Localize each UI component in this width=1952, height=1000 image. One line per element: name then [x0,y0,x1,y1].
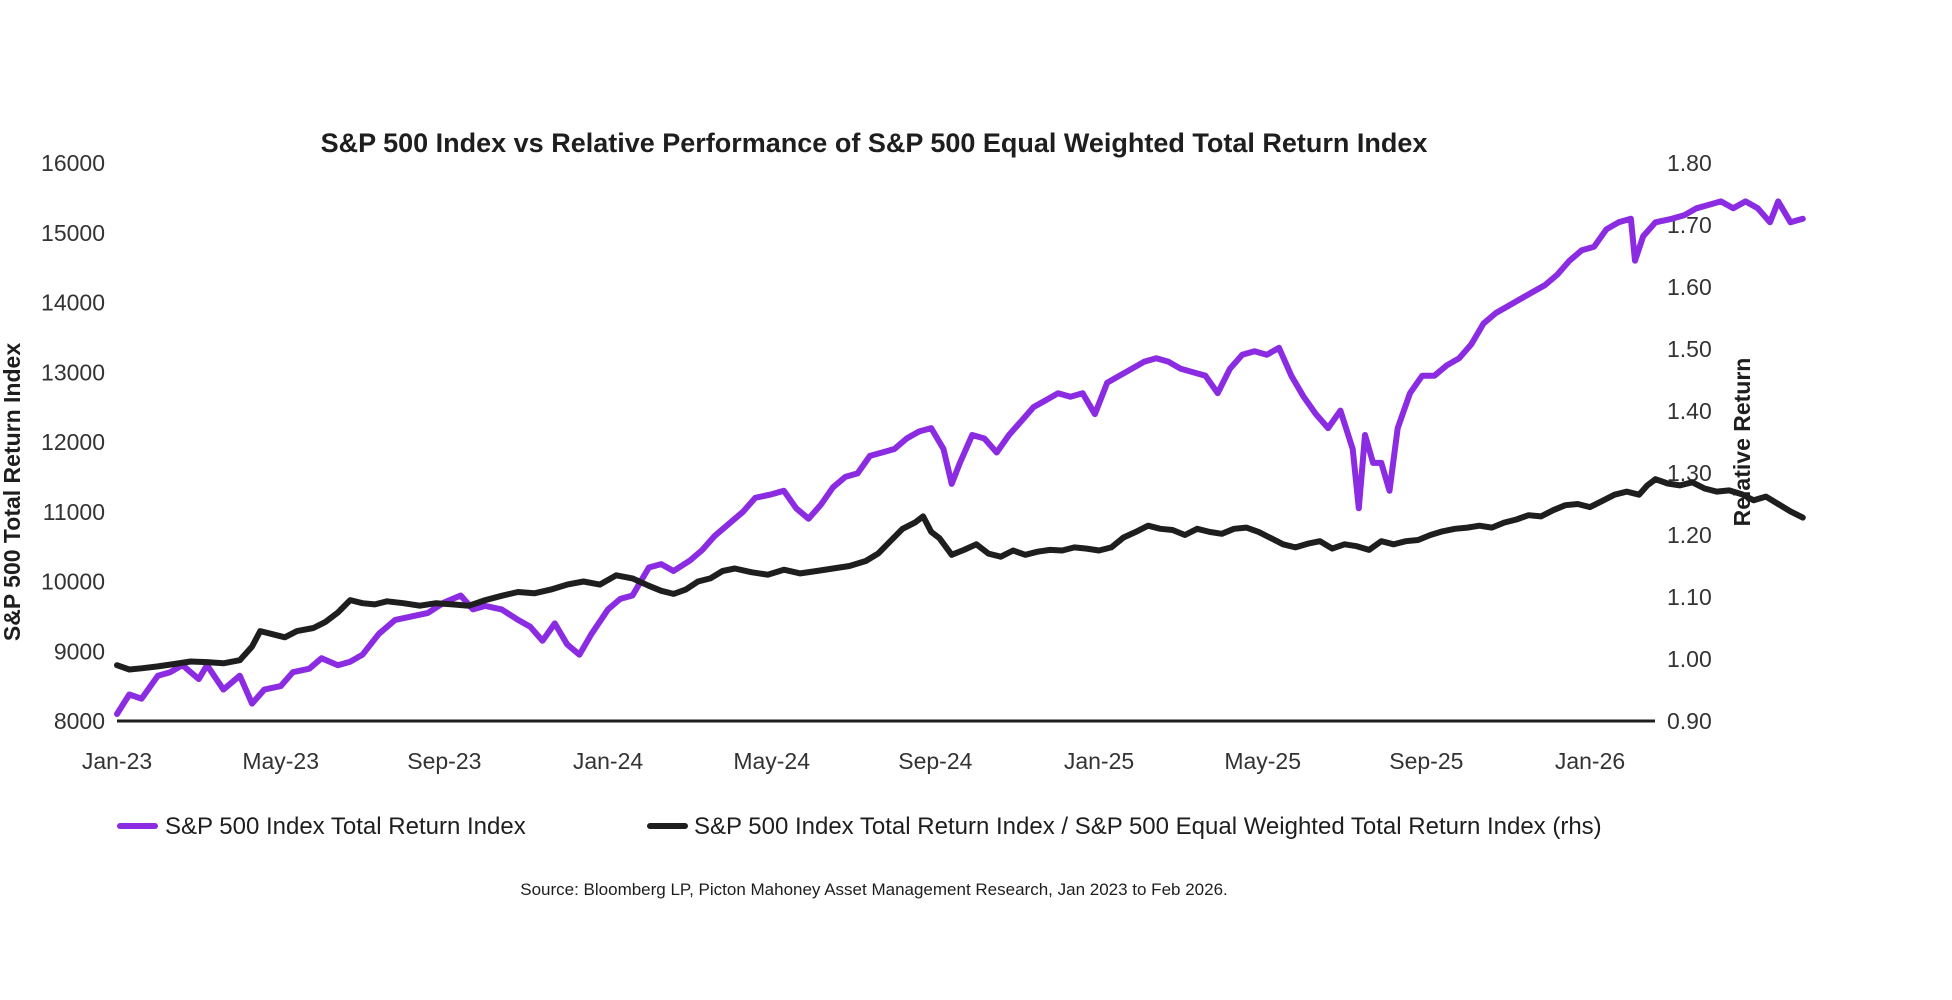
x-tick-label: Jan-25 [1064,748,1134,774]
x-tick-label: Sep-24 [898,748,972,774]
left-tick-label: 11000 [43,499,105,525]
right-tick-label: 0.90 [1667,708,1712,734]
series-line-sp500-total-return [114,198,1806,717]
x-tick-label: Jan-24 [573,748,644,774]
right-tick-label: 1.80 [1667,150,1712,176]
left-axis-title: S&P 500 Total Return Index [0,343,25,641]
right-tick-label: 1.00 [1667,646,1712,672]
right-tick-label: 1.60 [1667,274,1712,300]
left-tick-label: 12000 [41,429,105,455]
x-tick-label: May-25 [1224,748,1301,774]
right-tick-label: 1.10 [1667,584,1712,610]
legend-label-relative: S&P 500 Index Total Return Index / S&P 5… [694,813,1602,840]
x-tick-label: May-24 [733,748,810,774]
left-tick-label: 13000 [41,359,105,385]
source-note: Source: Bloomberg LP, Picton Mahoney Ass… [520,880,1228,899]
left-tick-label: 14000 [41,290,105,316]
left-tick-label: 15000 [41,220,105,246]
legend-label-sp500: S&P 500 Index Total Return Index [165,813,526,840]
right-tick-label: 1.40 [1667,398,1712,424]
left-tick-label: 9000 [54,638,105,664]
right-axis-ticks: 0.901.001.101.201.301.401.501.601.701.80 [1667,150,1712,734]
legend: S&P 500 Index Total Return Index S&P 500… [117,813,1602,840]
series-line-relative-return [114,476,1806,673]
left-tick-label: 8000 [54,708,105,734]
x-tick-label: Jan-23 [82,748,152,774]
x-tick-label: Sep-25 [1389,748,1463,774]
right-tick-label: 1.50 [1667,336,1712,362]
right-tick-label: 1.20 [1667,522,1712,548]
left-tick-label: 16000 [41,150,105,176]
left-axis-ticks: 8000 9000 10000 11000 12000 13000 14000 15000 16… [41,150,105,734]
x-tick-label: May-23 [242,748,319,774]
chart-title: S&P 500 Index vs Relative Performance of… [321,128,1428,158]
x-axis-ticks: Jan-23 May-23 Sep-23 Jan-24 May-24 Sep-24 Jan-… [82,748,1625,774]
x-tick-label: Jan-26 [1555,748,1625,774]
x-tick-label: Sep-23 [407,748,481,774]
left-tick-label: 10000 [41,569,105,595]
